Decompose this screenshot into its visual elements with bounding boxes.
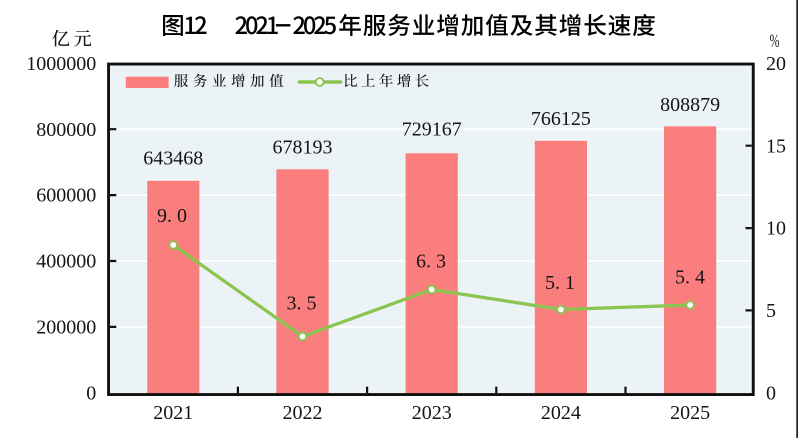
svg-text:5. 4: 5. 4 bbox=[675, 266, 705, 288]
svg-text:5. 1: 5. 1 bbox=[545, 272, 575, 294]
svg-text:6. 3: 6. 3 bbox=[416, 250, 446, 272]
svg-text:5: 5 bbox=[766, 300, 776, 322]
svg-text:15: 15 bbox=[766, 135, 786, 157]
svg-text:20: 20 bbox=[766, 53, 786, 75]
svg-text:643468: 643468 bbox=[143, 148, 203, 170]
svg-text:400000: 400000 bbox=[36, 251, 96, 273]
svg-text:2024: 2024 bbox=[541, 402, 581, 424]
svg-text:0: 0 bbox=[766, 382, 776, 404]
svg-text:%: % bbox=[770, 31, 780, 51]
svg-text:800000: 800000 bbox=[36, 119, 96, 141]
svg-text:766125: 766125 bbox=[531, 108, 591, 130]
svg-text:2023: 2023 bbox=[412, 402, 452, 424]
svg-text:2025: 2025 bbox=[670, 402, 710, 424]
svg-text:729167: 729167 bbox=[402, 118, 462, 140]
svg-text:678193: 678193 bbox=[273, 136, 333, 158]
svg-text:3. 5: 3. 5 bbox=[287, 292, 317, 314]
svg-text:9. 0: 9. 0 bbox=[157, 205, 187, 227]
svg-text:2022: 2022 bbox=[283, 402, 323, 424]
svg-text:1000000: 1000000 bbox=[26, 53, 96, 75]
svg-text:808879: 808879 bbox=[660, 94, 720, 116]
svg-text:200000: 200000 bbox=[36, 317, 96, 339]
svg-text:2021: 2021 bbox=[153, 402, 193, 424]
svg-text:10: 10 bbox=[766, 218, 786, 240]
svg-text:600000: 600000 bbox=[36, 185, 96, 207]
svg-text:0: 0 bbox=[86, 382, 96, 404]
